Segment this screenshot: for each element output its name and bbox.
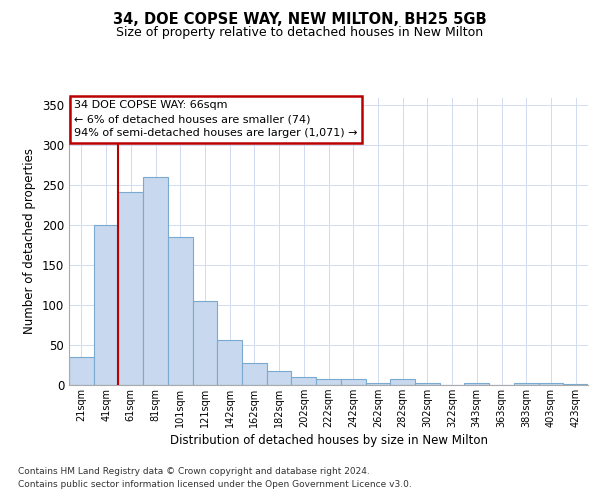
Bar bbox=[69, 357, 94, 385]
Bar bbox=[242, 364, 267, 385]
X-axis label: Distribution of detached houses by size in New Milton: Distribution of detached houses by size … bbox=[170, 434, 487, 447]
Text: Contains HM Land Registry data © Crown copyright and database right 2024.: Contains HM Land Registry data © Crown c… bbox=[18, 467, 370, 476]
Bar bbox=[168, 238, 193, 385]
Bar bbox=[563, 384, 588, 385]
Bar bbox=[390, 380, 415, 385]
Bar bbox=[539, 384, 563, 385]
Bar bbox=[316, 378, 341, 385]
Bar bbox=[143, 178, 168, 385]
Bar bbox=[217, 340, 242, 385]
Y-axis label: Number of detached properties: Number of detached properties bbox=[23, 148, 37, 334]
Text: Size of property relative to detached houses in New Milton: Size of property relative to detached ho… bbox=[116, 26, 484, 39]
Bar bbox=[464, 384, 489, 385]
Bar bbox=[514, 384, 539, 385]
Bar bbox=[267, 372, 292, 385]
Bar bbox=[365, 382, 390, 385]
Text: 34 DOE COPSE WAY: 66sqm
← 6% of detached houses are smaller (74)
94% of semi-det: 34 DOE COPSE WAY: 66sqm ← 6% of detached… bbox=[74, 100, 358, 138]
Bar bbox=[415, 384, 440, 385]
Bar bbox=[94, 226, 118, 385]
Bar bbox=[118, 192, 143, 385]
Bar bbox=[341, 378, 365, 385]
Bar bbox=[292, 377, 316, 385]
Bar bbox=[193, 301, 217, 385]
Text: Contains public sector information licensed under the Open Government Licence v3: Contains public sector information licen… bbox=[18, 480, 412, 489]
Text: 34, DOE COPSE WAY, NEW MILTON, BH25 5GB: 34, DOE COPSE WAY, NEW MILTON, BH25 5GB bbox=[113, 12, 487, 28]
